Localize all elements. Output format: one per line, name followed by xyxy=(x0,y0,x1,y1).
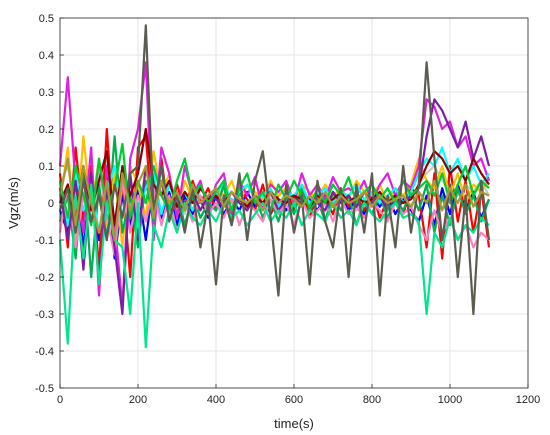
y-tick-label: 0.1 xyxy=(39,161,54,173)
x-tick-label: 1200 xyxy=(516,394,540,406)
series-line-8 xyxy=(58,164,490,256)
x-tick-label: 1000 xyxy=(438,394,462,406)
x-tick-label: 200 xyxy=(129,394,147,406)
series-line-12 xyxy=(58,183,490,349)
x-axis-ticks: 0 200 400 600 800 1000 1200 xyxy=(57,384,540,406)
y-tick-label: -0.5 xyxy=(35,383,54,395)
x-tick-label: 400 xyxy=(207,394,225,406)
x-axis-title: time(s) xyxy=(274,416,314,431)
y-tick-label: 0 xyxy=(48,198,54,210)
y-tick-label: 0.2 xyxy=(39,124,54,136)
y-axis-ticks: -0.5 -0.4 -0.3 -0.2 -0.1 0 0.1 0.2 0.3 0.4 0.5 xyxy=(35,13,64,395)
series-lines xyxy=(58,24,491,349)
series-line-5 xyxy=(58,61,491,308)
x-tick-label: 800 xyxy=(363,394,381,406)
y-tick-label: -0.2 xyxy=(35,272,54,284)
y-tick-label: -0.4 xyxy=(35,346,54,358)
y-tick-label: -0.1 xyxy=(35,235,54,247)
y-axis-title: Vgz(m/s) xyxy=(6,177,21,229)
x-tick-label: 600 xyxy=(285,394,303,406)
y-tick-label: 0.5 xyxy=(39,13,54,25)
series-line-14 xyxy=(58,157,490,242)
y-tick-label: 0.4 xyxy=(39,50,54,62)
y-tick-label: 0.3 xyxy=(39,87,54,99)
x-tick-label: 0 xyxy=(57,394,63,406)
y-tick-label: -0.3 xyxy=(35,309,54,321)
